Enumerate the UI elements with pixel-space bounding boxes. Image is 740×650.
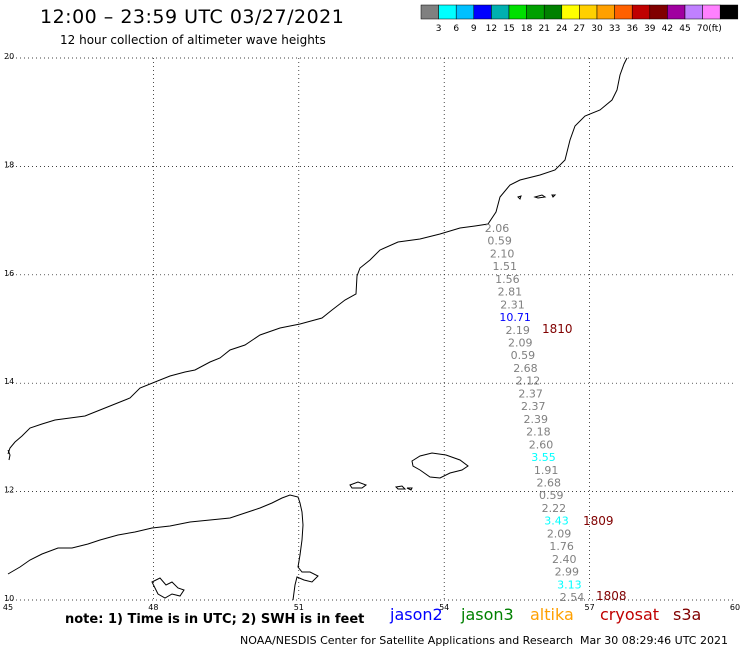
legend-label: 15	[503, 24, 514, 34]
wave-height-value: 3.43	[544, 515, 569, 528]
satellite-label: jason2	[390, 605, 443, 624]
footer-note: note: 1) Time is in UTC; 2) SWH is in fe…	[65, 612, 365, 627]
wave-height-value: 1.76	[549, 540, 574, 553]
y-tick-label: 10	[4, 594, 14, 603]
legend-label: 39	[644, 24, 656, 34]
wave-height-value: 2.68	[513, 362, 538, 375]
legend-swatch	[719, 4, 739, 20]
axis-labels: 45 48 51 54 57 60 20 18 16 14 12 10	[3, 52, 740, 612]
wave-height-value: 1.51	[493, 260, 518, 273]
wave-height-value: 2.68	[536, 476, 561, 489]
legend-label: 36	[626, 24, 638, 34]
legend-label: 18	[521, 24, 533, 34]
island-samhah	[394, 485, 407, 490]
satellite-label: cryosat	[600, 605, 660, 624]
wave-height-value: 2.09	[547, 527, 572, 540]
x-tick-label: 54	[439, 603, 449, 612]
coastline-somalia	[7, 494, 319, 601]
y-tick-label: 12	[4, 486, 14, 495]
wave-height-value: 2.39	[524, 413, 549, 426]
satellite-label: s3a	[673, 605, 702, 624]
wave-height-value: 3.55	[531, 451, 556, 464]
satellite-label: altika	[530, 605, 574, 624]
wave-height-value: 2.40	[552, 553, 577, 566]
y-tick-label: 16	[4, 269, 14, 278]
wave-height-value: 2.12	[516, 375, 541, 388]
track-id-label: 1808	[596, 589, 627, 603]
wave-height-value: 0.59	[487, 235, 512, 248]
wave-height-value: 1.91	[534, 464, 559, 477]
x-tick-label: 48	[148, 603, 158, 612]
wave-height-value: 1.56	[495, 273, 520, 286]
wave-height-value: 2.19	[505, 324, 530, 337]
wave-height-value: 2.22	[542, 502, 567, 515]
wave-height-value: 0.59	[511, 349, 536, 362]
legend-label: 45	[679, 24, 690, 34]
wave-height-value: 2.37	[521, 400, 546, 413]
color-legend: 3 6 9 12 15 18 21 24 27 30 33 36 39 42 45 70 (ft)	[420, 4, 739, 34]
wave-height-value: 2.37	[518, 387, 543, 400]
island-darsah	[406, 487, 413, 491]
wave-height-value: 2.54	[560, 591, 585, 604]
coastline-fragment-left	[7, 449, 11, 461]
track-labels: 1810 1809 1808	[542, 322, 627, 603]
wave-height-value: 2.81	[498, 286, 523, 299]
legend-label: 70	[697, 24, 709, 34]
coastline-fragment	[151, 577, 185, 599]
island-abd-al-kuri	[349, 481, 368, 489]
wave-height-value: 2.06	[485, 222, 510, 235]
legend-label: 6	[453, 24, 459, 34]
wave-height-value: 2.18	[526, 426, 551, 439]
wave-height-value: 2.10	[490, 247, 515, 260]
wave-height-labels: 2.060.592.101.511.562.812.3110.712.192.0…	[485, 222, 585, 604]
wave-height-value: 2.09	[508, 337, 533, 350]
footer-credit: NOAA/NESDIS Center for Satellite Applica…	[240, 634, 574, 647]
y-tick-label: 18	[4, 160, 14, 169]
island-socotra	[411, 452, 469, 479]
track-id-label: 1809	[583, 514, 614, 528]
page-subtitle: 12 hour collection of altimeter wave hei…	[60, 33, 326, 47]
legend-unit: (ft)	[708, 24, 722, 34]
legend-label: 12	[486, 24, 497, 34]
x-tick-label: 51	[294, 603, 304, 612]
coastline	[7, 57, 628, 601]
wave-height-value: 10.71	[499, 311, 531, 324]
x-tick-label: 60	[730, 603, 740, 612]
wave-height-value: 2.99	[555, 566, 580, 579]
legend-label: 42	[662, 24, 673, 34]
wave-height-value: 2.60	[529, 438, 554, 451]
track-id-label: 1810	[542, 322, 573, 336]
legend-label: 21	[538, 24, 549, 34]
satellite-label: jason3	[461, 605, 514, 624]
wave-height-value: 0.59	[539, 489, 564, 502]
legend-label: 33	[609, 24, 620, 34]
lat-lon-grid	[8, 57, 735, 601]
footer-timestamp: Mar 30 08:29:46 UTC 2021	[580, 634, 728, 647]
island-kuria-muria	[517, 194, 557, 200]
legend-label: 24	[556, 24, 568, 34]
coastline-arabia	[7, 57, 628, 455]
page-title: 12:00 – 23:59 UTC 03/27/2021	[40, 6, 345, 28]
x-tick-label: 45	[3, 603, 13, 612]
y-tick-label: 20	[4, 52, 14, 61]
legend-label: 9	[471, 24, 477, 34]
x-tick-label: 57	[585, 603, 595, 612]
legend-label: 30	[591, 24, 603, 34]
wave-height-value: 2.31	[500, 298, 525, 311]
y-tick-label: 14	[4, 377, 14, 386]
legend-label: 27	[574, 24, 585, 34]
legend-label: 3	[436, 24, 442, 34]
wave-height-value: 3.13	[557, 578, 582, 591]
